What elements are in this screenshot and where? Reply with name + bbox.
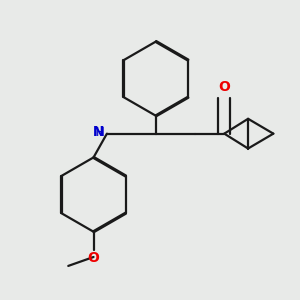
Text: H: H [96,126,104,139]
Text: O: O [218,80,230,94]
Text: O: O [88,251,100,265]
Text: N: N [88,125,104,139]
